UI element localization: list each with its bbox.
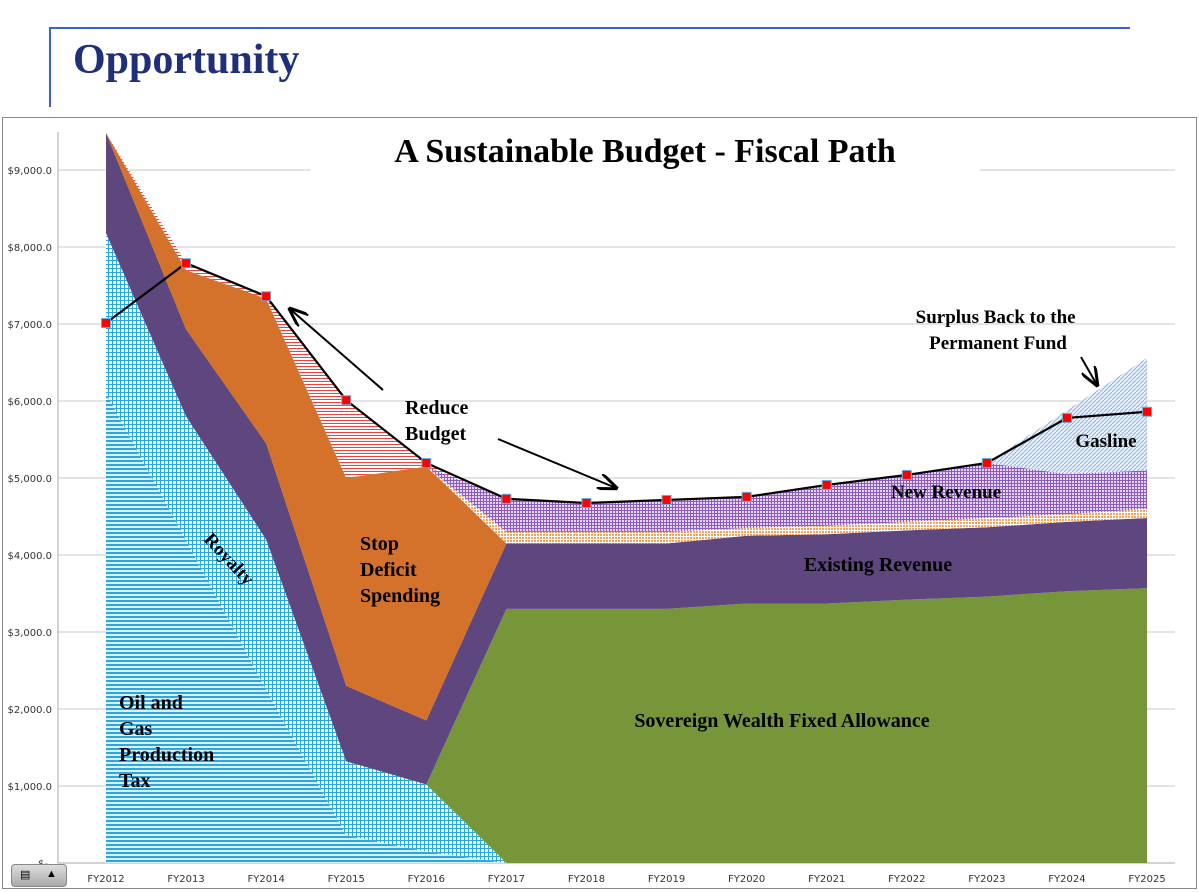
- annotation-reduce-budget: Reduce Budget: [405, 397, 473, 445]
- y-tick-label: $9,000.0: [7, 166, 52, 177]
- budget-marker: [1061, 412, 1072, 423]
- annotation-oil-gas: Oil and Gas Production Tax: [119, 692, 219, 792]
- budget-marker: [821, 479, 832, 490]
- x-tick-label: FY2023: [968, 874, 1005, 885]
- x-tick-label: FY2021: [808, 874, 845, 885]
- x-tick-label: FY2016: [408, 874, 445, 885]
- header-accent-bar: [49, 27, 51, 107]
- x-tick-label: FY2018: [568, 874, 605, 885]
- x-tick-label: FY2013: [167, 874, 204, 885]
- budget-marker: [981, 457, 992, 468]
- annotation-gasline: Gasline: [1075, 431, 1136, 452]
- budget-marker: [341, 395, 352, 406]
- x-tick-label: FY2019: [648, 874, 685, 885]
- budget-marker: [581, 498, 592, 509]
- y-tick-label: $1,000.0: [7, 782, 52, 793]
- triangle-up-icon: ▲: [46, 868, 57, 880]
- arrow-reduce-budget-up: [290, 309, 384, 391]
- x-tick-label: FY2012: [87, 874, 124, 885]
- chart-frame: [2, 117, 1197, 889]
- y-tick-label: $4,000.0: [7, 551, 52, 562]
- y-tick-label: $7,000.0: [7, 320, 52, 331]
- x-tick-label: FY2024: [1048, 874, 1085, 885]
- annotation-new-revenue: New Revenue: [891, 482, 1001, 503]
- annotation-surplus: Surplus Back to the Permanent Fund: [916, 307, 1081, 354]
- budget-line: [105, 261, 1148, 505]
- annotation-stop-deficit: Stop Deficit Spending: [360, 533, 440, 607]
- slide-title: Opportunity: [73, 37, 300, 83]
- annotation-swf: Sovereign Wealth Fixed Allowance: [634, 710, 929, 732]
- title-background: [310, 128, 980, 172]
- budget-marker: [421, 457, 432, 468]
- chart-widget-button[interactable]: ▤ ▲: [11, 864, 67, 887]
- x-tick-label: FY2014: [248, 874, 285, 885]
- area-prod-tax: [106, 393, 1148, 863]
- area-new-revenue: [106, 133, 1148, 532]
- budget-marker: [261, 291, 272, 302]
- y-tick-label: $6,000.0: [7, 397, 52, 408]
- arrow-reduce-budget-right: [497, 438, 616, 488]
- budget-marker: [661, 494, 672, 505]
- y-tick-label: $5,000.0: [7, 474, 52, 485]
- budget-marker: [741, 491, 752, 502]
- budget-marker: [501, 493, 512, 504]
- x-tick-label: FY2015: [328, 874, 365, 885]
- chart-title: A Sustainable Budget - Fiscal Path: [394, 133, 896, 170]
- budget-marker: [181, 258, 192, 269]
- area-gasline-surplus: [106, 133, 1148, 504]
- budget-marker: [901, 469, 912, 480]
- annotation-existing-revenue: Existing Revenue: [804, 554, 952, 576]
- copy-icon: ▤: [20, 869, 31, 881]
- area-deficit: [106, 133, 1148, 721]
- area-swf: [106, 233, 1148, 863]
- x-tick-label: FY2020: [728, 874, 765, 885]
- budget-marker: [1142, 406, 1153, 417]
- y-tick-label: $3,000.0: [7, 628, 52, 639]
- header-rule: [50, 27, 1130, 29]
- x-tick-label: FY2022: [888, 874, 925, 885]
- x-tick-label: FY2017: [488, 874, 525, 885]
- y-tick-label: $2,000.0: [7, 705, 52, 716]
- budget-marker: [101, 317, 111, 328]
- arrow-surplus: [1080, 356, 1097, 385]
- y-tick-label: $8,000.0: [7, 243, 52, 254]
- x-tick-label: FY2025: [1128, 874, 1165, 885]
